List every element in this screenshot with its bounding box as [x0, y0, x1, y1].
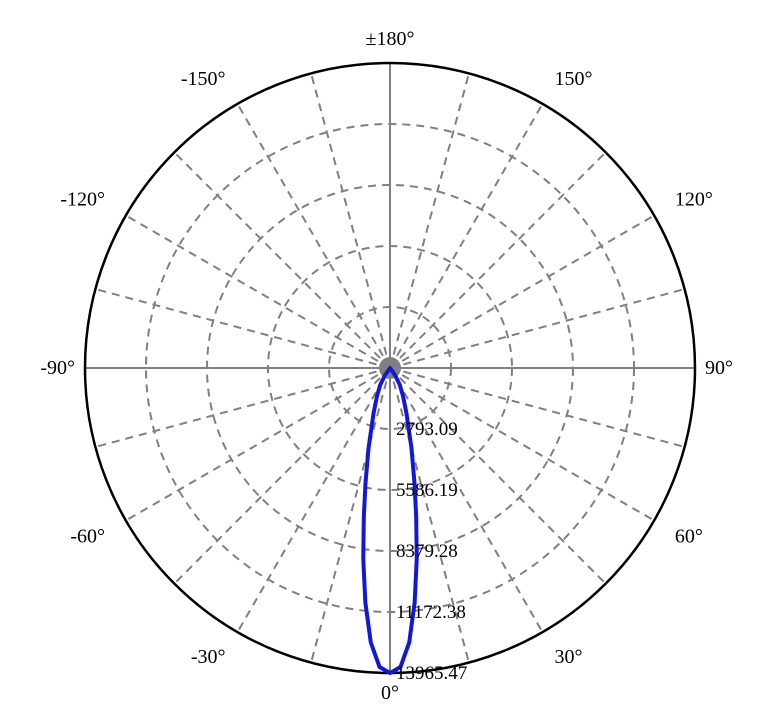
- angle-label: 0°: [381, 682, 399, 704]
- angle-label: 150°: [555, 68, 593, 90]
- angle-label: 120°: [675, 189, 713, 211]
- radial-tick-label: 2793.09: [396, 419, 458, 440]
- angle-label: -90°: [40, 357, 75, 379]
- angle-label-top: ±180°: [366, 28, 415, 50]
- angle-label: -150°: [181, 68, 226, 90]
- polar-chart-container: ±180° -150° -120° -90° -60° -30° 0° 30° 60° 90° 12…: [0, 0, 780, 728]
- radial-tick-label: 13965.47: [396, 663, 467, 684]
- angle-label: 90°: [705, 357, 733, 379]
- radial-tick-label: 8379.28: [396, 541, 458, 562]
- angle-label: -120°: [60, 189, 105, 211]
- angle-label: -30°: [191, 646, 226, 668]
- angle-label: 30°: [555, 646, 583, 668]
- polar-chart: ±180° -150° -120° -90° -60° -30° 0° 30° 60° 90° 12…: [0, 0, 780, 728]
- radial-tick-label: 11172.38: [396, 602, 466, 623]
- angle-label: -60°: [70, 526, 105, 548]
- angle-label: 60°: [675, 526, 703, 548]
- radial-tick-label: 5586.19: [396, 480, 458, 501]
